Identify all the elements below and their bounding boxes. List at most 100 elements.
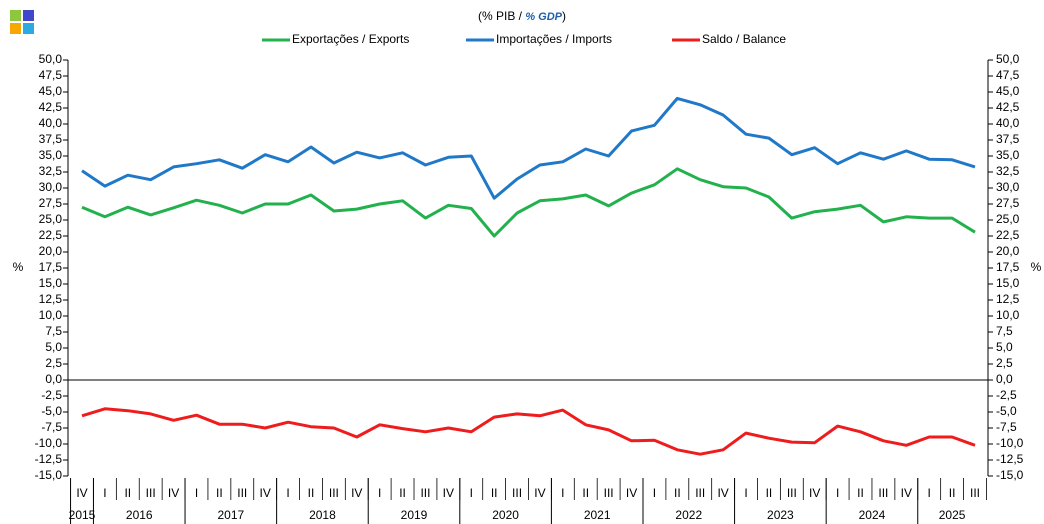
y2-tick-label: 2,5 — [996, 356, 1013, 370]
x-tick-label: II — [308, 486, 315, 500]
logo-square — [10, 23, 21, 34]
year-label: 2017 — [217, 508, 244, 522]
y2-tick-label: 17,5 — [996, 260, 1020, 274]
x-tick-label: II — [491, 486, 498, 500]
x-tick-label: IV — [626, 486, 637, 500]
x-tick-label: II — [674, 486, 681, 500]
legend-label: Importações / Imports — [496, 32, 612, 46]
y-tick-label: 15,0 — [39, 276, 63, 290]
y2-tick-label: 10,0 — [996, 308, 1020, 322]
x-tick-label: I — [561, 486, 564, 500]
year-label: 2024 — [859, 508, 886, 522]
x-tick-label: III — [146, 486, 156, 500]
y-tick-label: -2,5 — [41, 388, 62, 402]
x-tick-label: IV — [168, 486, 179, 500]
year-label: 2018 — [309, 508, 336, 522]
x-tick-label: IV — [260, 486, 271, 500]
year-label: 2025 — [939, 508, 966, 522]
y2-tick-label: 35,0 — [996, 148, 1020, 162]
y-tick-label: 2,5 — [45, 356, 62, 370]
x-tick-label: I — [470, 486, 473, 500]
logo-square — [23, 23, 34, 34]
y-tick-label: -12,5 — [35, 452, 63, 466]
legend-label: Exportações / Exports — [292, 32, 409, 46]
y-tick-label: 45,0 — [39, 84, 63, 98]
y-tick-label: 47,5 — [39, 68, 63, 82]
x-tick-label: I — [378, 486, 381, 500]
y-tick-label: 30,0 — [39, 180, 63, 194]
x-tick-label: IV — [76, 486, 87, 500]
y2-tick-label: -10,0 — [996, 436, 1024, 450]
x-tick-label: I — [195, 486, 198, 500]
y-tick-label: 22,5 — [39, 228, 63, 242]
x-tick-label: I — [286, 486, 289, 500]
y2-tick-label: -2,5 — [996, 388, 1017, 402]
y2-tick-label: 12,5 — [996, 292, 1020, 306]
series-line — [81, 407, 976, 456]
series-line — [81, 167, 976, 238]
y2-tick-label: 42,5 — [996, 100, 1020, 114]
y2-tick-label: -15,0 — [996, 468, 1024, 482]
title-part: % GDP — [525, 11, 562, 23]
x-tick-label: III — [604, 486, 614, 500]
y-tick-label: 17,5 — [39, 260, 63, 274]
y2-tick-label: 7,5 — [996, 324, 1013, 338]
x-tick-label: I — [653, 486, 656, 500]
x-tick-label: I — [744, 486, 747, 500]
y-axis-label: % — [13, 260, 24, 274]
y2-tick-label: 25,0 — [996, 212, 1020, 226]
y-tick-label: 32,5 — [39, 164, 63, 178]
x-tick-label: III — [878, 486, 888, 500]
year-label: 2023 — [767, 508, 794, 522]
y-tick-label: 40,0 — [39, 116, 63, 130]
y-tick-label: 10,0 — [39, 308, 63, 322]
y2-tick-label: -5,0 — [996, 404, 1017, 418]
x-tick-label: IV — [534, 486, 545, 500]
y2-tick-label: 27,5 — [996, 196, 1020, 210]
y-tick-label: 5,0 — [45, 340, 62, 354]
y-tick-label: 27,5 — [39, 196, 63, 210]
y-tick-label: 7,5 — [45, 324, 62, 338]
year-label: 2019 — [401, 508, 428, 522]
year-label: 2016 — [126, 508, 153, 522]
y2-tick-label: 47,5 — [996, 68, 1020, 82]
y2-tick-label: 45,0 — [996, 84, 1020, 98]
y2-axis-label: % — [1031, 260, 1042, 274]
x-tick-label: II — [216, 486, 223, 500]
y2-tick-label: 5,0 — [996, 340, 1013, 354]
x-tick-label: IV — [443, 486, 454, 500]
x-tick-label: III — [512, 486, 522, 500]
x-tick-label: III — [237, 486, 247, 500]
series-line — [81, 96, 976, 200]
y-tick-label: 35,0 — [39, 148, 63, 162]
x-tick-label: II — [124, 486, 131, 500]
y2-tick-label: 0,0 — [996, 372, 1013, 386]
x-tick-label: IV — [809, 486, 820, 500]
y-tick-label: 50,0 — [39, 52, 63, 66]
logo-square — [23, 10, 34, 21]
x-tick-label: I — [103, 486, 106, 500]
y2-tick-label: 30,0 — [996, 180, 1020, 194]
y2-tick-label: 32,5 — [996, 164, 1020, 178]
x-tick-label: III — [420, 486, 430, 500]
y-tick-label: -15,0 — [35, 468, 63, 482]
year-label: 2022 — [675, 508, 702, 522]
y2-tick-label: -12,5 — [996, 452, 1024, 466]
x-tick-label: II — [949, 486, 956, 500]
x-tick-label: II — [582, 486, 589, 500]
legend-label: Saldo / Balance — [702, 32, 786, 46]
y2-tick-label: 20,0 — [996, 244, 1020, 258]
y-tick-label: 37,5 — [39, 132, 63, 146]
y-tick-label: 12,5 — [39, 292, 63, 306]
title-part: ) — [562, 9, 566, 23]
x-tick-label: II — [399, 486, 406, 500]
x-tick-label: IV — [901, 486, 912, 500]
x-tick-label: IV — [351, 486, 362, 500]
y2-tick-label: 50,0 — [996, 52, 1020, 66]
y-tick-label: 42,5 — [39, 100, 63, 114]
y-tick-label: 20,0 — [39, 244, 63, 258]
x-tick-label: I — [836, 486, 839, 500]
x-tick-label: III — [695, 486, 705, 500]
